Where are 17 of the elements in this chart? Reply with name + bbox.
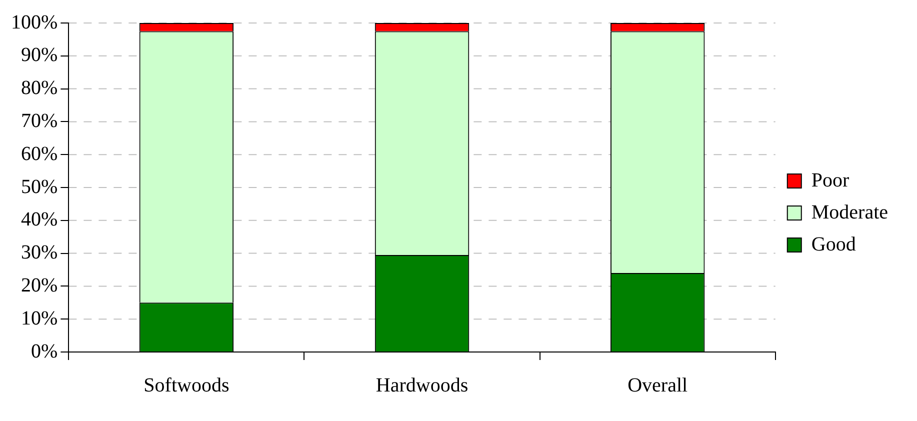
y-tick-label: 70%: [20, 110, 58, 132]
x-tick-label: Hardwoods: [376, 374, 468, 396]
y-tick-label: 20%: [20, 274, 58, 296]
y-tick-label: 60%: [20, 142, 58, 165]
legend-label: Good: [811, 233, 856, 256]
x-tick-label: Overall: [628, 374, 688, 396]
y-tick-label: 90%: [20, 44, 58, 66]
y-tick-label: 0%: [30, 340, 58, 362]
y-tick-label: 100%: [10, 11, 58, 34]
y-tick-label: 80%: [20, 77, 58, 100]
legend-label: Poor: [811, 169, 850, 192]
legend-label: Moderate: [811, 201, 888, 224]
y-tick-label: 10%: [20, 307, 58, 330]
y-tick-label: 30%: [20, 242, 58, 264]
y-tick-label: 40%: [20, 208, 58, 231]
x-tick-label: Softwoods: [144, 374, 230, 396]
y-tick-label: 50%: [20, 176, 58, 198]
